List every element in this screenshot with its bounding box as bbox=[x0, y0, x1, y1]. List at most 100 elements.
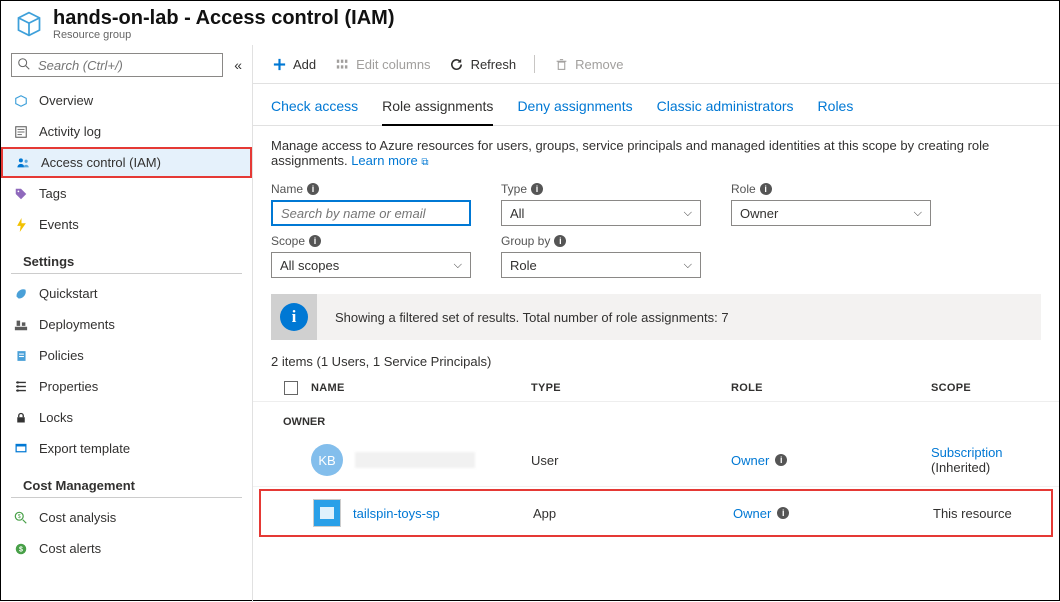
rocket-icon bbox=[13, 286, 29, 302]
page-title: hands-on-lab - Access control (IAM) bbox=[53, 7, 395, 30]
columns-icon bbox=[334, 56, 350, 72]
header-type[interactable]: TYPE bbox=[531, 382, 731, 394]
tab-check-access[interactable]: Check access bbox=[271, 94, 358, 125]
filter-name-label: Name bbox=[271, 182, 303, 196]
cost-analysis-icon: $ bbox=[13, 510, 29, 526]
svg-text:$: $ bbox=[18, 514, 21, 520]
nav-label: Overview bbox=[39, 93, 93, 108]
tab-classic-administrators[interactable]: Classic administrators bbox=[657, 94, 794, 125]
table-row[interactable]: tailspin-toys-sp App Owner i This resour… bbox=[259, 489, 1053, 537]
info-banner: i Showing a filtered set of results. Tot… bbox=[271, 294, 1041, 340]
nav-label: Tags bbox=[39, 186, 66, 201]
add-label: Add bbox=[293, 57, 316, 72]
sidebar-item-tags[interactable]: Tags bbox=[1, 178, 252, 209]
policy-icon bbox=[13, 348, 29, 364]
filter-role-label: Role bbox=[731, 182, 756, 196]
nav-label: Access control (IAM) bbox=[41, 155, 161, 170]
info-icon[interactable]: i bbox=[554, 235, 566, 247]
chevron-down-icon: ⌵ bbox=[684, 259, 692, 272]
edit-columns-label: Edit columns bbox=[356, 57, 430, 72]
log-icon bbox=[13, 124, 29, 140]
nav-label: Cost analysis bbox=[39, 510, 116, 525]
scope-link[interactable]: Subscription bbox=[931, 445, 1003, 460]
app-avatar bbox=[313, 499, 341, 527]
filter-scope-select[interactable]: All scopes⌵ bbox=[271, 252, 471, 278]
refresh-button[interactable]: Refresh bbox=[449, 56, 517, 72]
resource-icon bbox=[15, 10, 43, 38]
refresh-icon bbox=[449, 56, 465, 72]
svg-text:$: $ bbox=[19, 546, 23, 553]
page-subtitle: Resource group bbox=[53, 29, 395, 41]
filter-groupby-select[interactable]: Role⌵ bbox=[501, 252, 701, 278]
nav-label: Properties bbox=[39, 379, 98, 394]
search-icon bbox=[17, 57, 31, 74]
plus-icon bbox=[271, 56, 287, 72]
filter-groupby-label: Group by bbox=[501, 234, 550, 248]
external-link-icon: ⧉ bbox=[421, 157, 428, 168]
principal-name-link[interactable]: tailspin-toys-sp bbox=[353, 506, 440, 521]
sidebar-item-cost-alerts[interactable]: $ Cost alerts bbox=[1, 533, 252, 564]
sidebar-item-policies[interactable]: Policies bbox=[1, 340, 252, 371]
select-all-checkbox[interactable] bbox=[284, 381, 298, 395]
collapse-sidebar-icon[interactable]: « bbox=[234, 57, 242, 73]
add-button[interactable]: Add bbox=[271, 56, 316, 72]
remove-button[interactable]: Remove bbox=[553, 56, 623, 72]
sidebar-item-overview[interactable]: Overview bbox=[1, 85, 252, 116]
filter-name-input[interactable] bbox=[271, 200, 471, 226]
sidebar-item-deployments[interactable]: Deployments bbox=[1, 309, 252, 340]
sidebar-search-input[interactable] bbox=[11, 53, 223, 77]
info-icon[interactable]: i bbox=[307, 183, 319, 195]
info-icon: i bbox=[280, 303, 308, 331]
group-owner: OWNER bbox=[253, 402, 1059, 434]
sidebar-item-quickstart[interactable]: Quickstart bbox=[1, 278, 252, 309]
sidebar-item-access-control[interactable]: Access control (IAM) bbox=[1, 147, 252, 178]
tab-deny-assignments[interactable]: Deny assignments bbox=[517, 94, 632, 125]
info-icon[interactable]: i bbox=[309, 235, 321, 247]
table-row[interactable]: KB User Owner i Subscription (Inherited) bbox=[253, 434, 1059, 487]
nav-label: Deployments bbox=[39, 317, 115, 332]
nav-label: Export template bbox=[39, 441, 130, 456]
header-name[interactable]: NAME bbox=[311, 382, 531, 394]
dollar-icon: $ bbox=[13, 541, 29, 557]
sidebar-item-activity-log[interactable]: Activity log bbox=[1, 116, 252, 147]
filter-role-select[interactable]: Owner⌵ bbox=[731, 200, 931, 226]
tab-roles[interactable]: Roles bbox=[818, 94, 854, 125]
filter-type-select[interactable]: All⌵ bbox=[501, 200, 701, 226]
chevron-down-icon: ⌵ bbox=[684, 207, 692, 220]
lock-icon bbox=[13, 410, 29, 426]
edit-columns-button[interactable]: Edit columns bbox=[334, 56, 430, 72]
nav-label: Activity log bbox=[39, 124, 101, 139]
cube-icon bbox=[13, 93, 29, 109]
nav-label: Policies bbox=[39, 348, 84, 363]
deploy-icon bbox=[13, 317, 29, 333]
sidebar-item-cost-analysis[interactable]: $ Cost analysis bbox=[1, 502, 252, 533]
tab-role-assignments[interactable]: Role assignments bbox=[382, 94, 493, 126]
people-icon bbox=[15, 155, 31, 171]
info-icon[interactable]: i bbox=[531, 183, 543, 195]
info-icon[interactable]: i bbox=[775, 454, 787, 466]
chevron-down-icon: ⌵ bbox=[914, 207, 922, 220]
export-icon bbox=[13, 441, 29, 457]
header-scope[interactable]: SCOPE bbox=[931, 382, 1041, 394]
sidebar-item-properties[interactable]: Properties bbox=[1, 371, 252, 402]
redacted-name bbox=[355, 452, 475, 468]
learn-more-link[interactable]: Learn more ⧉ bbox=[351, 153, 428, 168]
sidebar-item-events[interactable]: Events bbox=[1, 209, 252, 240]
separator bbox=[534, 55, 535, 73]
trash-icon bbox=[553, 56, 569, 72]
props-icon bbox=[13, 379, 29, 395]
sidebar-section-cost: Cost Management bbox=[11, 468, 242, 498]
role-link[interactable]: Owner bbox=[731, 453, 769, 468]
sidebar-item-locks[interactable]: Locks bbox=[1, 402, 252, 433]
sidebar-item-export-template[interactable]: Export template bbox=[1, 433, 252, 464]
role-link[interactable]: Owner bbox=[733, 506, 771, 521]
filter-type-label: Type bbox=[501, 182, 527, 196]
sidebar-section-settings: Settings bbox=[11, 244, 242, 274]
nav-label: Cost alerts bbox=[39, 541, 101, 556]
info-icon[interactable]: i bbox=[777, 507, 789, 519]
header-role[interactable]: ROLE bbox=[731, 382, 931, 394]
cell-type: App bbox=[533, 506, 733, 521]
info-icon[interactable]: i bbox=[760, 183, 772, 195]
nav-label: Locks bbox=[39, 410, 73, 425]
bolt-icon bbox=[13, 217, 29, 233]
